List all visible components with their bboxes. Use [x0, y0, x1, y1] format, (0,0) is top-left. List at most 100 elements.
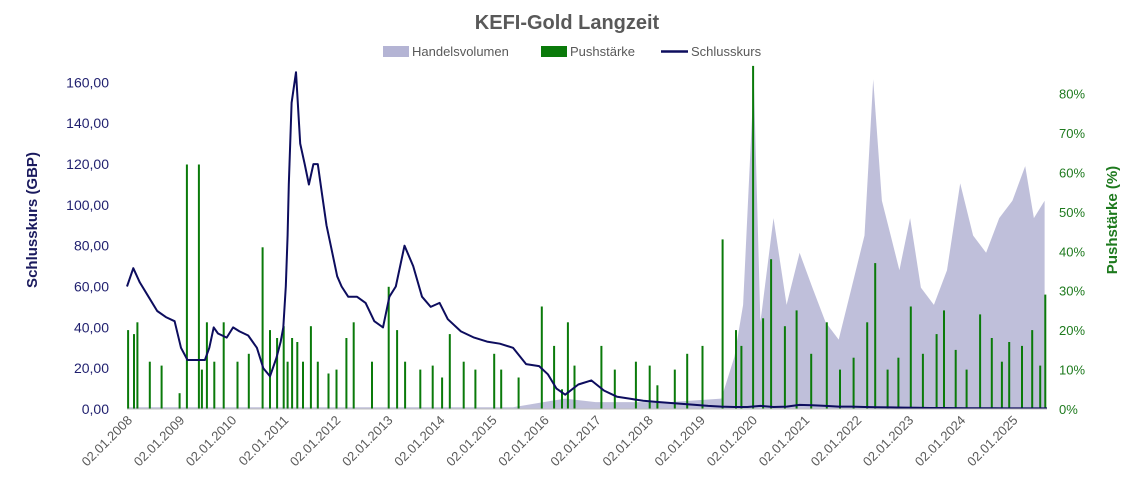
x-tick-label: 02.01.2014 [391, 413, 448, 470]
x-tick-label: 02.01.2010 [183, 413, 240, 470]
push-bar [935, 334, 938, 409]
x-tick-label: 02.01.2024 [912, 413, 969, 470]
y-left-tick-label: 80,00 [74, 238, 109, 254]
push-bar [404, 361, 407, 409]
push-bar [327, 373, 330, 409]
push-bar [236, 361, 239, 409]
close-layer [126, 71, 1047, 410]
legend-swatch-volume [383, 46, 409, 57]
push-bar [656, 385, 659, 409]
push-bar [1000, 361, 1003, 409]
push-bar [1031, 330, 1034, 409]
push-bar [600, 345, 603, 409]
y-left-tick-label: 120,00 [66, 156, 109, 172]
push-bar [160, 365, 163, 409]
push-bar [247, 353, 250, 409]
push-bar [954, 349, 957, 409]
push-bar [1008, 342, 1011, 409]
push-bar [371, 361, 373, 409]
push-bar [721, 239, 724, 409]
x-tick-label: 02.01.2021 [756, 413, 813, 470]
push-bar [1039, 365, 1042, 409]
x-tick-label: 02.01.2022 [808, 413, 865, 470]
push-bar [441, 377, 444, 409]
push-bar [309, 326, 312, 409]
y-left-tick-label: 20,00 [74, 360, 109, 376]
push-bar [335, 369, 338, 409]
x-tick-label: 02.01.2009 [131, 413, 188, 470]
y-right-tick-label: 10% [1059, 363, 1085, 378]
push-bar [286, 361, 289, 409]
push-bar [222, 322, 225, 410]
push-bar [127, 330, 130, 409]
push-bar [553, 345, 556, 409]
push-bar [866, 322, 869, 410]
push-bar [296, 342, 299, 409]
push-bar [770, 259, 773, 409]
x-tick-label: 02.01.2013 [339, 413, 396, 470]
legend-label-push: Pushstärke [570, 44, 635, 59]
push-bar [269, 330, 271, 409]
y-left-axis: 0,00 20,00 40,00 60,00 80,00 100,00 120,00 140,… [66, 74, 109, 417]
push-bar [185, 164, 188, 409]
x-axis: 02.01.200802.01.200902.01.201002.01.2011… [78, 408, 1047, 470]
volume-area [127, 79, 1045, 410]
push-bar [316, 361, 319, 409]
push-bar [673, 369, 676, 409]
x-tick-label: 02.01.2016 [495, 413, 552, 470]
y-right-tick-label: 50% [1059, 205, 1085, 220]
y-right-tick-label: 70% [1059, 126, 1085, 141]
push-bar [979, 314, 982, 409]
push-layer [127, 65, 1047, 410]
push-bar [517, 377, 520, 409]
push-bar [886, 369, 889, 409]
push-bar [852, 357, 855, 409]
push-bar [345, 338, 348, 409]
push-bar [783, 326, 786, 409]
push-bar [825, 322, 828, 410]
close-line [126, 71, 1047, 410]
legend-label-volume: Handelsvolumen [412, 44, 509, 59]
y-right-tick-label: 40% [1059, 244, 1085, 259]
push-bar [701, 345, 704, 409]
x-tick-label: 02.01.2019 [651, 413, 708, 470]
y-left-tick-label: 100,00 [66, 197, 109, 213]
push-bar [431, 365, 434, 409]
push-bar [648, 365, 651, 409]
x-tick-label: 02.01.2008 [78, 413, 135, 470]
push-bar [197, 164, 200, 409]
push-bar [419, 369, 422, 409]
push-bar [839, 369, 841, 409]
y-right-tick-label: 20% [1059, 323, 1085, 338]
push-bar [148, 361, 151, 409]
push-bar [897, 357, 900, 409]
y-left-tick-label: 60,00 [74, 279, 109, 295]
push-bar [302, 361, 304, 409]
push-bar [566, 322, 569, 410]
push-bar [762, 318, 765, 409]
volume-layer [127, 79, 1045, 410]
y-left-tick-label: 160,00 [66, 74, 109, 90]
push-bar [178, 393, 181, 409]
push-bar [909, 306, 912, 409]
y-left-tick-label: 140,00 [66, 115, 109, 131]
legend-swatch-push [541, 46, 567, 57]
push-bar [686, 353, 689, 409]
push-bar [282, 326, 285, 409]
y-right-axis: 0% 10% 20% 30% 40% 50% 60% 70% 80% [1059, 87, 1085, 418]
push-bar [500, 369, 503, 409]
push-bar [261, 247, 264, 409]
x-tick-label: 02.01.2011 [235, 413, 291, 469]
push-bar [810, 353, 813, 409]
y-left-tick-label: 0,00 [82, 401, 109, 417]
push-bar [205, 322, 208, 410]
push-bar [540, 306, 543, 409]
x-tick-label: 02.01.2018 [599, 413, 656, 470]
push-bar [352, 322, 355, 410]
push-bar [213, 361, 216, 409]
push-bar [735, 330, 737, 409]
y-right-tick-label: 60% [1059, 165, 1085, 180]
x-tick-label: 02.01.2012 [287, 413, 344, 470]
